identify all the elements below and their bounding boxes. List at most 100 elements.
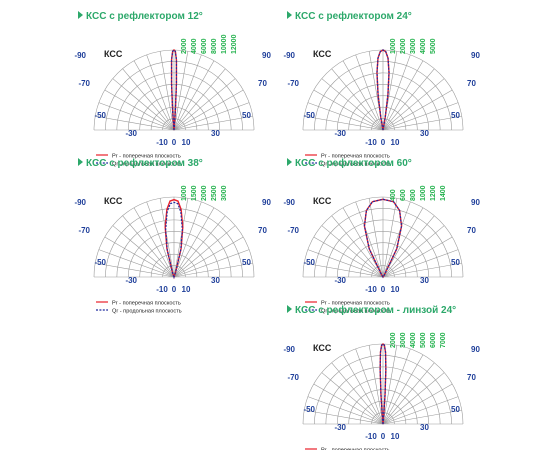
angle-tick-label: -30	[125, 276, 137, 285]
grid-spoke	[133, 207, 175, 278]
angle-tick-label: -50	[303, 258, 315, 267]
grid-spoke	[313, 383, 384, 425]
angle-tick-label: -70	[287, 226, 299, 235]
grid-spoke	[173, 207, 215, 278]
ring-tick-label: 3000	[400, 332, 407, 348]
chart-inner-label: КСС	[313, 196, 332, 206]
angle-tick-label: -10	[365, 432, 377, 441]
grid-spoke	[382, 60, 424, 131]
ring-tick-label: 2000	[181, 38, 188, 54]
chart-legend: Pr - поперечная плоскость Qr - продольная…	[96, 154, 182, 168]
series-line-qr	[379, 343, 387, 425]
series-line-qr	[363, 198, 403, 279]
grid-spoke	[382, 115, 462, 131]
bullet-arrow-icon	[287, 11, 292, 19]
grid-spoke	[173, 198, 189, 278]
grid-spoke	[304, 115, 384, 131]
bullet-arrow-icon	[287, 305, 292, 313]
grid-spoke	[321, 372, 384, 425]
chart-legend: Pr - поперечная плоскость Qr - продольная…	[305, 154, 391, 168]
grid-spoke	[382, 236, 453, 278]
legend-label-pr: Pr - поперечная плоскость	[112, 154, 181, 160]
panel-title: КСС с рефлектором 60°	[287, 158, 412, 169]
angle-tick-label: -10	[156, 285, 168, 294]
bullet-arrow-icon	[78, 11, 83, 19]
grid-spoke	[382, 54, 411, 131]
grid-spoke	[173, 68, 226, 131]
angle-tick-label: 30	[211, 129, 220, 138]
grid-spoke	[382, 362, 435, 425]
grid-spoke	[313, 236, 384, 278]
legend-label-qr: Qr - продольная плоскость	[321, 309, 391, 315]
bullet-arrow-icon	[287, 158, 292, 166]
grid-spoke	[382, 68, 435, 131]
grid-spoke	[122, 68, 175, 131]
angle-tick-label: 10	[391, 432, 400, 441]
angle-tick-label: 50	[242, 258, 251, 267]
grid-spoke	[307, 396, 384, 425]
polar-grid	[302, 343, 464, 425]
angle-tick-label: -30	[334, 276, 346, 285]
panel-title: КСС с рефлектором - линзой 24°	[287, 305, 456, 316]
grid-spoke	[355, 348, 384, 425]
grid-spoke	[382, 372, 445, 425]
polar-grid	[93, 196, 255, 278]
grid-spoke	[304, 409, 384, 425]
legend-label-pr: Pr - поперечная плоскость	[321, 154, 390, 160]
angle-tick-label: -90	[74, 198, 86, 207]
angle-tick-label: -50	[94, 111, 106, 120]
angle-tick-label: -10	[365, 138, 377, 147]
panel-title: КСС с рефлектором 24°	[287, 11, 412, 22]
angle-tick-label: -30	[334, 129, 346, 138]
grid-spoke	[173, 215, 226, 278]
grid-spoke	[382, 409, 462, 425]
angle-tick-label: -30	[334, 423, 346, 432]
panel-title-text: КСС с рефлектором 24°	[295, 11, 412, 22]
ring-tick-label: 4000	[420, 38, 427, 54]
grid-spoke	[382, 383, 453, 425]
polar-chart-reflector-24: -90 -70 -50 -30 -10 0 10 30 50 70 90 1000 2000 3000 40…	[283, 38, 480, 167]
grid-spoke	[307, 102, 384, 131]
ring-tick-label: 1000	[181, 185, 188, 201]
ring-tick-label: 2500	[211, 185, 218, 201]
grid-spoke	[159, 51, 175, 131]
ksc-panel-reflector-24: КСС с рефлектором 24° -90 -70 -50 -30 -10 0 10…	[283, 11, 517, 168]
angle-tick-label: -10	[156, 138, 168, 147]
grid-spoke	[321, 78, 384, 131]
angle-tick-label: 30	[420, 129, 429, 138]
grid-spoke	[98, 102, 175, 131]
polar-grid	[302, 49, 464, 131]
ring-tick-label: 3000	[221, 185, 228, 201]
angle-tick-label: -70	[78, 226, 90, 235]
ring-tick-label: 2000	[390, 332, 397, 348]
grid-spoke	[368, 345, 384, 425]
grid-spoke	[173, 115, 253, 131]
grid-spoke	[382, 198, 398, 278]
angle-tick-label: 90	[471, 345, 480, 354]
grid-spoke	[112, 225, 175, 278]
grid-spoke	[122, 215, 175, 278]
grid-spoke	[104, 236, 175, 278]
series-line-pr	[170, 49, 178, 131]
grid-spoke	[173, 262, 253, 278]
angle-tick-label: 0	[381, 285, 386, 294]
grid-spoke	[173, 89, 244, 131]
grid-spoke	[146, 54, 175, 131]
ring-tick-label: 600	[400, 189, 407, 201]
angle-tick-label: 70	[258, 79, 267, 88]
polar-grid	[93, 49, 255, 131]
legend-label-qr: Qr - продольная плоскость	[321, 162, 391, 168]
angle-tick-label: -90	[283, 51, 295, 60]
angle-tick-label: 50	[242, 111, 251, 120]
ksc-panel-reflector-60: КСС с рефлектором 60° -90 -70 -50 -30 -10 0 10…	[283, 158, 517, 315]
legend-label-qr: Qr - продольная плоскость	[112, 162, 182, 168]
series-line-qr	[376, 49, 390, 131]
series-line-pr	[164, 198, 184, 280]
angle-tick-label: -50	[303, 111, 315, 120]
ring-tick-label: 10000	[221, 34, 228, 54]
ring-tick-label: 5000	[420, 332, 427, 348]
angle-tick-label: -50	[303, 405, 315, 414]
